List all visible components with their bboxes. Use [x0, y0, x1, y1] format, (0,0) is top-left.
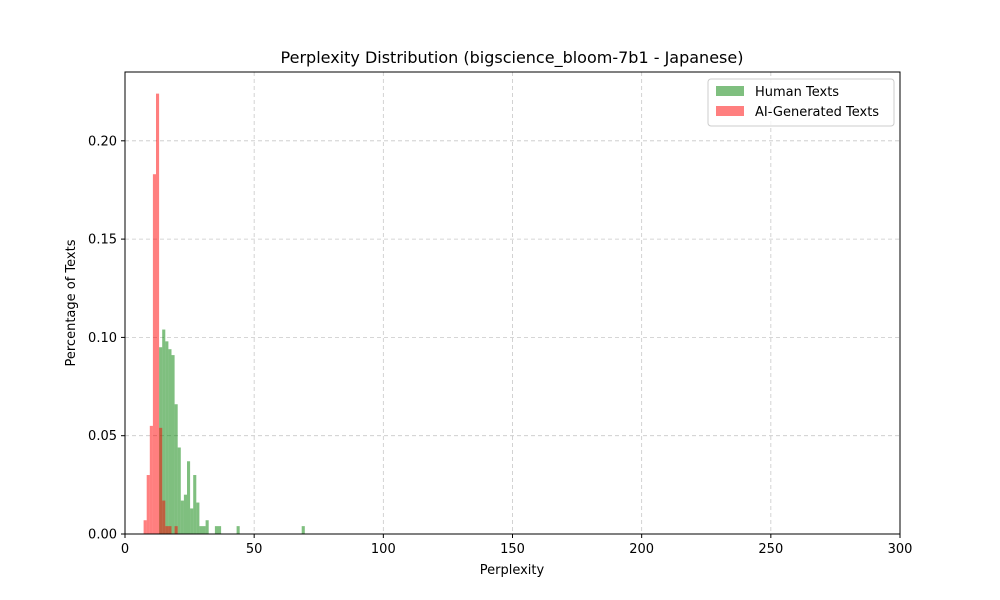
- legend-box: [707, 78, 895, 127]
- histogram-bar: [174, 404, 178, 534]
- x-tick-label: 150: [500, 542, 525, 557]
- histogram-bar: [156, 93, 160, 534]
- histogram-bar: [205, 520, 209, 534]
- y-axis: 0.00 0.05 0.10 0.15 0.20: [88, 134, 125, 543]
- x-tick-label: 50: [246, 542, 263, 557]
- histogram-bar: [301, 526, 305, 534]
- x-tick-label: 200: [629, 542, 654, 557]
- histogram-bar: [202, 526, 206, 534]
- histogram-bar: [190, 508, 194, 534]
- legend-label-ai: AI-Generated Texts: [755, 105, 879, 120]
- x-tick-label: 0: [121, 542, 129, 557]
- legend-swatch-ai: [716, 106, 744, 116]
- x-axis-title: Perplexity: [480, 563, 545, 578]
- histogram-bar: [214, 526, 218, 534]
- histogram-bar: [199, 526, 203, 534]
- histogram-bar: [165, 341, 169, 534]
- histogram-bar: [152, 174, 156, 534]
- x-tick-label: 250: [758, 542, 783, 557]
- histogram-bar: [162, 500, 166, 534]
- legend-label-human: Human Texts: [755, 85, 839, 100]
- histogram-bar: [218, 526, 222, 534]
- y-axis-title: Percentage of Texts: [64, 239, 79, 366]
- legend-swatch-human: [716, 86, 744, 96]
- histogram-bar: [171, 355, 175, 534]
- histogram-bar: [149, 425, 153, 534]
- histogram-bar: [180, 500, 184, 534]
- histogram-bar: [162, 329, 166, 534]
- legend: Human Texts AI-Generated Texts: [707, 78, 895, 127]
- histogram-bar: [159, 427, 163, 534]
- histogram-bar: [196, 502, 200, 534]
- histogram-bar: [193, 475, 197, 534]
- histogram-bar: [165, 526, 169, 534]
- histogram-bar: [177, 447, 181, 534]
- histogram-bar: [174, 526, 178, 534]
- x-tick-label: 100: [371, 542, 396, 557]
- series-ai-generated: [143, 93, 178, 534]
- histogram-bar: [187, 461, 191, 534]
- y-tick-label: 0.10: [88, 331, 117, 346]
- chart-title: Perplexity Distribution (bigscience_bloo…: [281, 48, 744, 68]
- histogram-bar: [143, 520, 147, 534]
- x-tick-label: 300: [888, 542, 913, 557]
- histogram-bar: [168, 349, 172, 534]
- y-tick-label: 0.15: [88, 233, 117, 248]
- histogram-bar: [146, 475, 150, 534]
- histogram-bar: [236, 526, 240, 534]
- y-tick-label: 0.05: [88, 429, 117, 444]
- bars: [143, 93, 305, 534]
- x-axis: 0 50 100 150 200 250 300: [121, 534, 913, 557]
- y-tick-label: 0.20: [88, 134, 117, 149]
- y-tick-label: 0.00: [88, 528, 117, 543]
- histogram-bar: [168, 526, 172, 534]
- histogram-bar: [183, 494, 187, 534]
